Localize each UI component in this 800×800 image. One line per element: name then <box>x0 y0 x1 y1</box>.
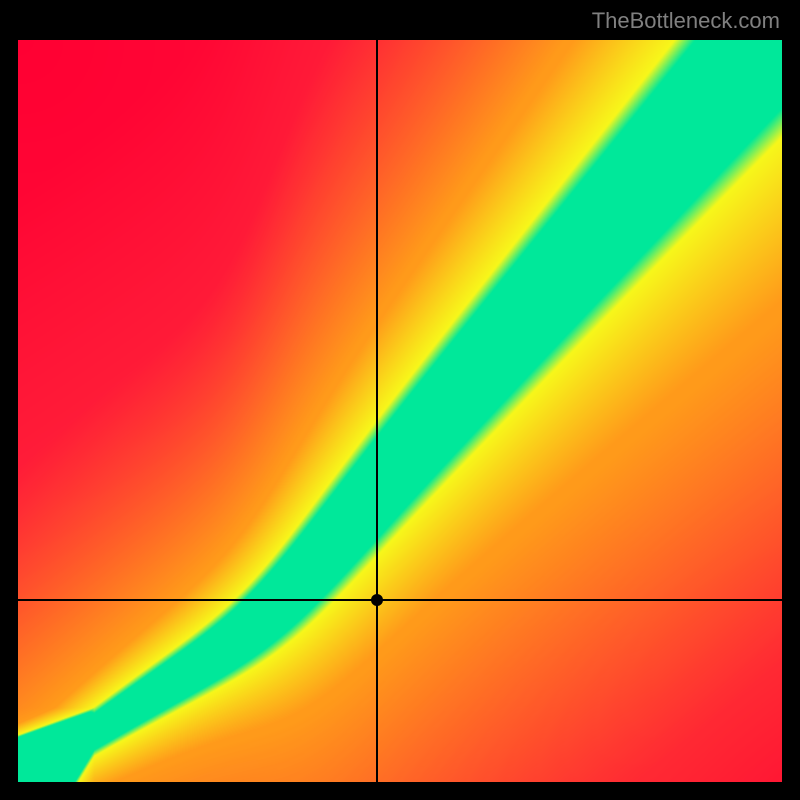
crosshair-horizontal <box>18 599 782 601</box>
marker-dot <box>371 594 383 606</box>
crosshair-vertical <box>376 40 378 782</box>
attribution-text: TheBottleneck.com <box>592 8 780 34</box>
heatmap-canvas <box>18 40 782 782</box>
heatmap-plot <box>18 40 782 782</box>
